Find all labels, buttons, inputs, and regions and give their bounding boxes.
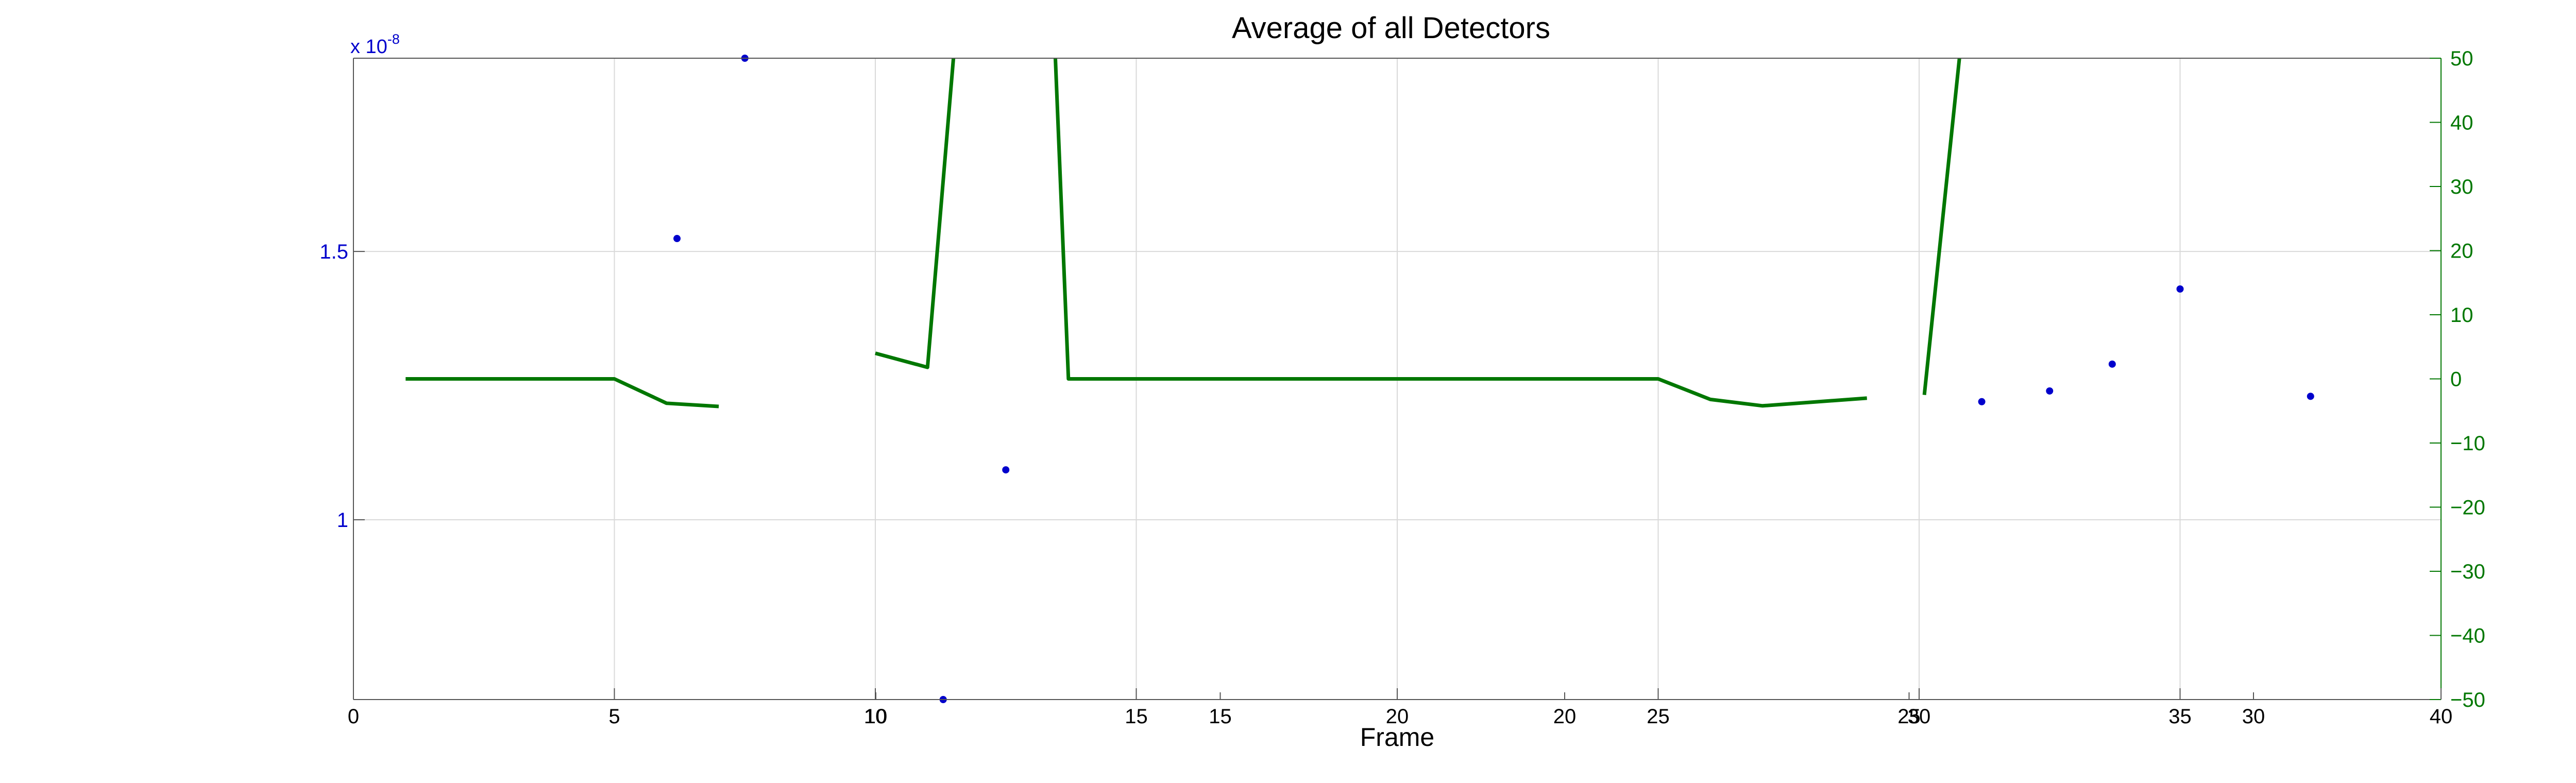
line-segment (1053, 58, 1867, 408)
y-left-tick-label: 1 (337, 509, 348, 532)
line-segment (405, 377, 719, 408)
scatter-point (2176, 285, 2184, 293)
y-right-tick-label: 20 (2450, 240, 2473, 263)
scatter-point (2307, 393, 2314, 400)
x-overlay-tick-label: 30 (2242, 705, 2265, 728)
x-tick-label: 40 (2430, 705, 2453, 728)
x-tick-label: 10 (864, 705, 887, 728)
y-right-tick-label: 50 (2450, 47, 2473, 70)
x-overlay-tick-label: 25 (1897, 705, 1921, 728)
left-axis-exponent: x 10-8 (350, 31, 400, 58)
x-axis-label: Frame (1360, 723, 1434, 752)
scatter-point (2046, 387, 2054, 395)
x-tick-label: 25 (1647, 705, 1670, 728)
y-right-tick-label: 30 (2450, 176, 2473, 198)
x-tick-label: 0 (348, 705, 359, 728)
x-overlay-tick-label: 20 (1553, 705, 1577, 728)
y-right-tick-label: −30 (2450, 560, 2485, 583)
scatter-point (1002, 466, 1010, 474)
y-right-tick-label: 10 (2450, 304, 2473, 327)
y-right-tick-label: 0 (2450, 368, 2462, 391)
scatter-point (1978, 398, 1986, 405)
x-tick-label: 35 (2168, 705, 2192, 728)
x-tick-label: 5 (608, 705, 620, 728)
line-series (405, 58, 1961, 408)
line-segment (1922, 58, 1961, 395)
y-right-tick-label: −50 (2450, 689, 2485, 711)
x-tick-label: 30 (1908, 705, 1931, 728)
x-overlay-tick-label: 15 (1209, 705, 1232, 728)
y-right-tick-label: −40 (2450, 625, 2485, 648)
y-right-tick-label: −20 (2450, 497, 2485, 519)
axes: 1 1.5 50 40 30 20 10 0 −10 −20 −30 −40 −50 0 5 10 15 20 25… (319, 47, 2485, 728)
x-tick-label: 20 (1386, 705, 1409, 728)
line-segment (875, 58, 956, 369)
x-tick-label: 15 (1125, 705, 1148, 728)
scatter-point (673, 235, 681, 243)
y-left-tick-label: 1.5 (319, 241, 348, 263)
y-right-tick-label: 40 (2450, 112, 2473, 134)
y-right-tick-label: −10 (2450, 432, 2485, 455)
x-overlay-tick-label: 10 (865, 705, 888, 728)
scatter-point (2108, 360, 2116, 368)
chart-title: Average of all Detectors (1232, 11, 1550, 45)
